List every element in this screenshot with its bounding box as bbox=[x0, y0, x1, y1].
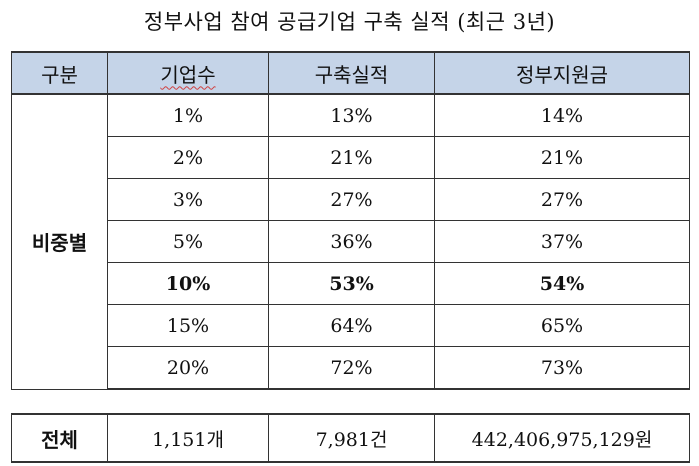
total-companies: 1,151개 bbox=[107, 413, 269, 463]
cell-subsidy: 14% bbox=[434, 93, 690, 137]
cell-projects: 27% bbox=[268, 178, 435, 221]
table-row: 비중별 1% 13% 14% bbox=[11, 93, 690, 390]
cell-subsidy: 65% bbox=[434, 304, 690, 347]
header-category: 구분 bbox=[11, 51, 108, 95]
total-label: 전체 bbox=[11, 413, 108, 463]
total-table: 전체 1,151개 7,981건 442,406,975,129원 bbox=[11, 413, 690, 463]
total-row: 전체 1,151개 7,981건 442,406,975,129원 bbox=[11, 413, 690, 463]
table-row: 20% 72% 73% bbox=[12, 346, 690, 390]
cell-companies: 1% bbox=[107, 93, 269, 137]
header-companies: 기업수 bbox=[107, 51, 269, 95]
cell-companies: 15% bbox=[107, 304, 269, 347]
performance-table: 구분 기업수 구축실적 정부지원금 비중별 1% 13% 14% 2% 21% … bbox=[11, 51, 690, 390]
cell-subsidy: 54% bbox=[434, 262, 690, 305]
cell-subsidy: 37% bbox=[434, 220, 690, 263]
cell-companies: 10% bbox=[107, 262, 269, 305]
cell-projects: 53% bbox=[268, 262, 435, 305]
cell-companies: 20% bbox=[107, 346, 269, 390]
cell-companies: 2% bbox=[107, 136, 269, 179]
cell-projects: 21% bbox=[268, 136, 435, 179]
group-label-cell: 비중별 bbox=[11, 93, 108, 390]
cell-subsidy: 27% bbox=[434, 178, 690, 221]
cell-projects: 36% bbox=[268, 220, 435, 263]
cell-subsidy: 73% bbox=[434, 346, 690, 390]
total-projects: 7,981건 bbox=[268, 413, 435, 463]
total-subsidy: 442,406,975,129원 bbox=[434, 413, 690, 463]
cell-companies: 3% bbox=[107, 178, 269, 221]
header-projects: 구축실적 bbox=[268, 51, 435, 95]
cell-companies: 5% bbox=[107, 220, 269, 263]
header-subsidy: 정부지원금 bbox=[434, 51, 690, 95]
table-row: 5% 36% 37% bbox=[12, 220, 690, 263]
table-row-highlighted: 10% 53% 54% bbox=[12, 262, 690, 305]
cell-subsidy: 21% bbox=[434, 136, 690, 179]
cell-projects: 72% bbox=[268, 346, 435, 390]
cell-projects: 64% bbox=[268, 304, 435, 347]
table-row: 2% 21% 21% bbox=[12, 136, 690, 179]
cell-projects: 13% bbox=[268, 93, 435, 137]
table-header-row: 구분 기업수 구축실적 정부지원금 bbox=[11, 51, 690, 95]
table-row: 15% 64% 65% bbox=[12, 304, 690, 347]
header-companies-label: 기업수 bbox=[160, 62, 216, 87]
table-row: 3% 27% 27% bbox=[12, 178, 690, 221]
page-title: 정부사업 참여 공급기업 구축 실적 (최근 3년) bbox=[143, 10, 556, 34]
